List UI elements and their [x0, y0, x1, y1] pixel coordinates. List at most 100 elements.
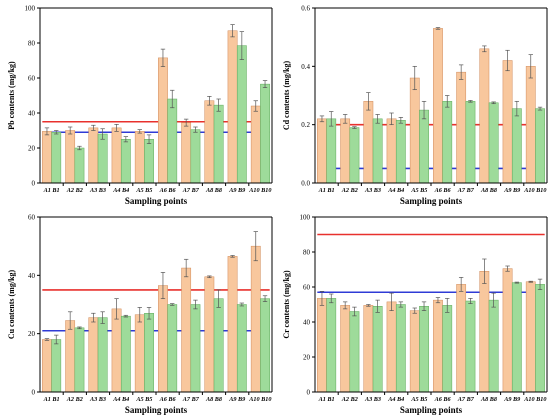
pb-y-tick-label-5: 100 — [25, 5, 36, 13]
cu-error-bar-s2-9 — [239, 302, 245, 307]
cr-bar-s2-8 — [488, 299, 499, 393]
cd-error-bar-s1-7 — [458, 64, 464, 80]
cr-category-label-2: A2 B2 — [341, 396, 358, 403]
cd-error-bar-s2-3 — [375, 114, 380, 124]
cd-error-bar-s2-4 — [398, 117, 404, 124]
cu-category-label-8: A8 B8 — [205, 396, 222, 403]
cu-bar-s1-4 — [111, 308, 122, 393]
cu-error-bar-s2-8 — [216, 289, 221, 308]
cu-bar-s2-9 — [236, 304, 247, 393]
cd-bar-s1-9 — [502, 60, 513, 184]
pb-error-bar-s1-7 — [183, 118, 189, 127]
cr-error-bar-s1-9 — [505, 265, 510, 272]
cu-bar-s1-2 — [65, 320, 76, 393]
pb-bar-s1-6 — [158, 57, 168, 184]
pb-error-bar-s1-10 — [253, 100, 258, 112]
cr-error-bar-s1-10 — [528, 280, 533, 283]
cu-category-label-9: A9 B9 — [228, 396, 245, 403]
cu-bar-s1-6 — [158, 285, 168, 393]
cr-bar-s1-8 — [479, 271, 490, 393]
cu-error-bar-s1-10 — [253, 231, 258, 262]
pb-category-label-4: A4 B4 — [112, 187, 129, 194]
pb-bar-s2-3 — [97, 133, 108, 184]
pb-error-bar-s2-1 — [54, 130, 59, 135]
cd-error-bar-s2-9 — [514, 100, 520, 117]
pb-bar-s2-10 — [260, 83, 270, 184]
cu-error-bar-s2-1 — [54, 334, 59, 345]
cd-bar-s2-3 — [372, 118, 383, 184]
cr-bar-s2-10 — [535, 284, 545, 393]
pb-bar-s2-4 — [120, 139, 131, 184]
cr-category-label-7: A7 B7 — [457, 396, 475, 403]
pb-bar-s2-8 — [213, 104, 224, 184]
pb-category-label-9: A9 B9 — [228, 187, 245, 194]
cd-error-bar-s2-7 — [468, 100, 473, 103]
cr-error-bar-s2-2 — [352, 306, 357, 317]
pb-error-bar-s1-2 — [67, 126, 73, 135]
cu-error-bar-s2-4 — [123, 314, 129, 318]
pb-error-bar-s1-6 — [160, 48, 166, 67]
cr-error-bar-s1-3 — [366, 304, 371, 307]
cd-bar-s2-1 — [326, 118, 337, 184]
cu-category-label-10: A10 B10 — [248, 396, 271, 403]
cd-category-label-7: A7 B7 — [457, 187, 475, 194]
pb-error-bar-s2-10 — [262, 80, 268, 88]
pb-category-label-2: A2 B2 — [66, 187, 83, 194]
cu-bar-s1-7 — [181, 267, 192, 393]
pb-category-label-5: A5 B5 — [135, 187, 152, 194]
pb-bar-s1-5 — [134, 131, 145, 184]
cr-y-tick-label-0: 0 — [307, 389, 311, 397]
cu-error-bar-s1-8 — [207, 275, 212, 279]
cu-bar-s1-1 — [42, 339, 52, 393]
cu-y-tick-label-0: 0 — [32, 389, 36, 397]
cd-error-bar-s2-2 — [352, 126, 357, 129]
cu-bar-s1-5 — [134, 314, 145, 393]
cd-bar-s1-5 — [409, 77, 420, 184]
pb-error-bar-s1-3 — [91, 124, 96, 131]
cd-y-tick-label-1: 0.2 — [301, 121, 310, 129]
pb-y-axis-label: Pb contents (mg/kg) — [7, 61, 16, 130]
cu-error-bar-s1-3 — [91, 312, 96, 323]
cr-y-tick-label-5: 100 — [300, 214, 311, 222]
cu-error-bar-s1-6 — [160, 272, 166, 300]
cd-bar-s1-3 — [363, 101, 374, 184]
pb-bar-s2-2 — [74, 147, 85, 184]
cd-bar-s1-4 — [386, 118, 397, 184]
pb-bar-s1-7 — [181, 122, 192, 184]
cr-error-bar-s2-9 — [514, 281, 520, 284]
cr-error-bar-s2-5 — [421, 301, 427, 311]
cd-bar-s2-8 — [488, 102, 499, 184]
pb-x-axis-label: Sampling points — [125, 196, 188, 206]
cu-error-bar-s2-10 — [262, 295, 268, 302]
cr-x-axis-label: Sampling points — [400, 405, 463, 415]
cr-bar-s2-9 — [511, 282, 522, 393]
cr-bar-s1-10 — [525, 281, 536, 393]
cd-error-bar-s2-6 — [445, 95, 450, 108]
pb-bar-s1-8 — [204, 100, 215, 184]
cr-error-bar-s2-3 — [375, 299, 380, 313]
pb-category-label-6: A6 B6 — [159, 187, 177, 194]
cd-y-tick-label-3: 0.6 — [301, 5, 310, 13]
cr-bar-s1-9 — [502, 268, 513, 393]
cr-error-bar-s2-6 — [445, 298, 450, 313]
cd-category-label-8: A8 B8 — [480, 187, 497, 194]
cd-y-axis-label: Cd contents (mg/kg) — [282, 61, 291, 131]
cr-category-label-9: A9 B9 — [503, 396, 520, 403]
cr-y-tick-label-1: 20 — [303, 354, 311, 362]
cr-category-label-8: A8 B8 — [480, 396, 497, 403]
cu-bar-s1-3 — [88, 317, 99, 393]
cd-bar-s1-10 — [525, 66, 536, 184]
pb-bar-s2-9 — [236, 45, 247, 184]
cr-category-label-10: A10 B10 — [523, 396, 546, 403]
cu-bar-s2-3 — [97, 317, 108, 393]
cu-bar-s2-8 — [213, 298, 224, 393]
cu-y-axis-label: Cu contents (mg/kg) — [7, 270, 16, 340]
cd-category-label-6: A6 B6 — [434, 187, 452, 194]
pb-y-tick-label-3: 60 — [28, 75, 36, 83]
cd-y-tick-label-0: 0.0 — [301, 180, 310, 188]
cr-error-bar-s2-10 — [537, 278, 543, 290]
pb-error-bar-s2-4 — [123, 136, 129, 143]
cd-error-bar-s1-4 — [389, 112, 394, 126]
pb-error-bar-s2-8 — [216, 98, 221, 112]
